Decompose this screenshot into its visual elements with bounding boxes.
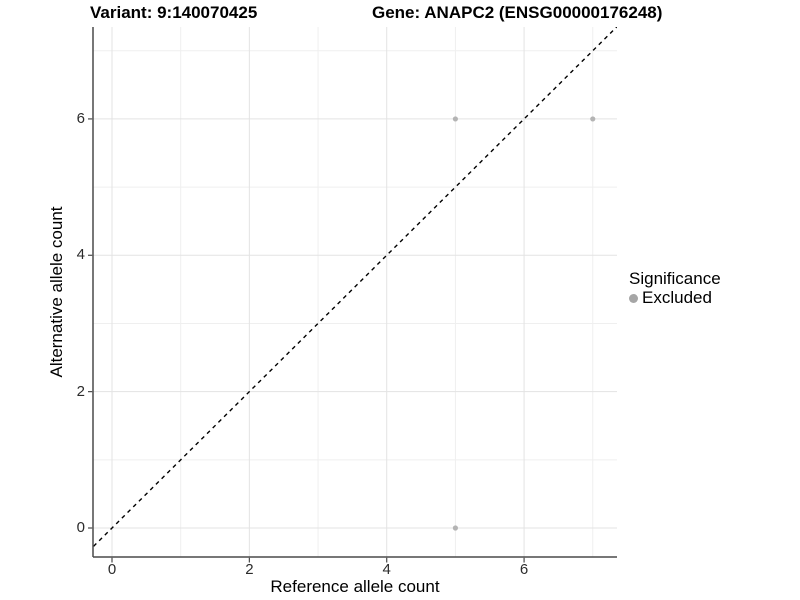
legend: Significance Excluded [629, 270, 721, 307]
data-point [590, 116, 596, 122]
x-tick-label: 6 [519, 561, 529, 578]
x-tick-label: 4 [382, 561, 391, 578]
legend-item-label: Excluded [642, 288, 712, 307]
y-tick-label: 0 [76, 519, 85, 536]
data-point [452, 525, 458, 531]
plot-title-variant: Variant: 9:140070425 [90, 3, 258, 22]
plot-panel [88, 27, 617, 563]
legend-point-icon [629, 293, 638, 303]
legend-item-excluded: Excluded [629, 289, 721, 307]
y-tick-label: 6 [76, 109, 85, 127]
y-tick-label: 4 [76, 246, 85, 264]
y-tick-label: 2 [76, 382, 85, 400]
legend-title: Significance [629, 269, 721, 288]
x-tick-label: 2 [245, 561, 254, 578]
x-tick-label: 0 [107, 561, 117, 578]
data-point [452, 116, 458, 122]
identity-line [93, 27, 617, 548]
y-axis-label: Alternative allele count [47, 206, 66, 378]
plot-title-gene: Gene: ANAPC2 (ENSG00000176248) [372, 3, 663, 22]
x-axis-label: Reference allele count [270, 577, 440, 596]
